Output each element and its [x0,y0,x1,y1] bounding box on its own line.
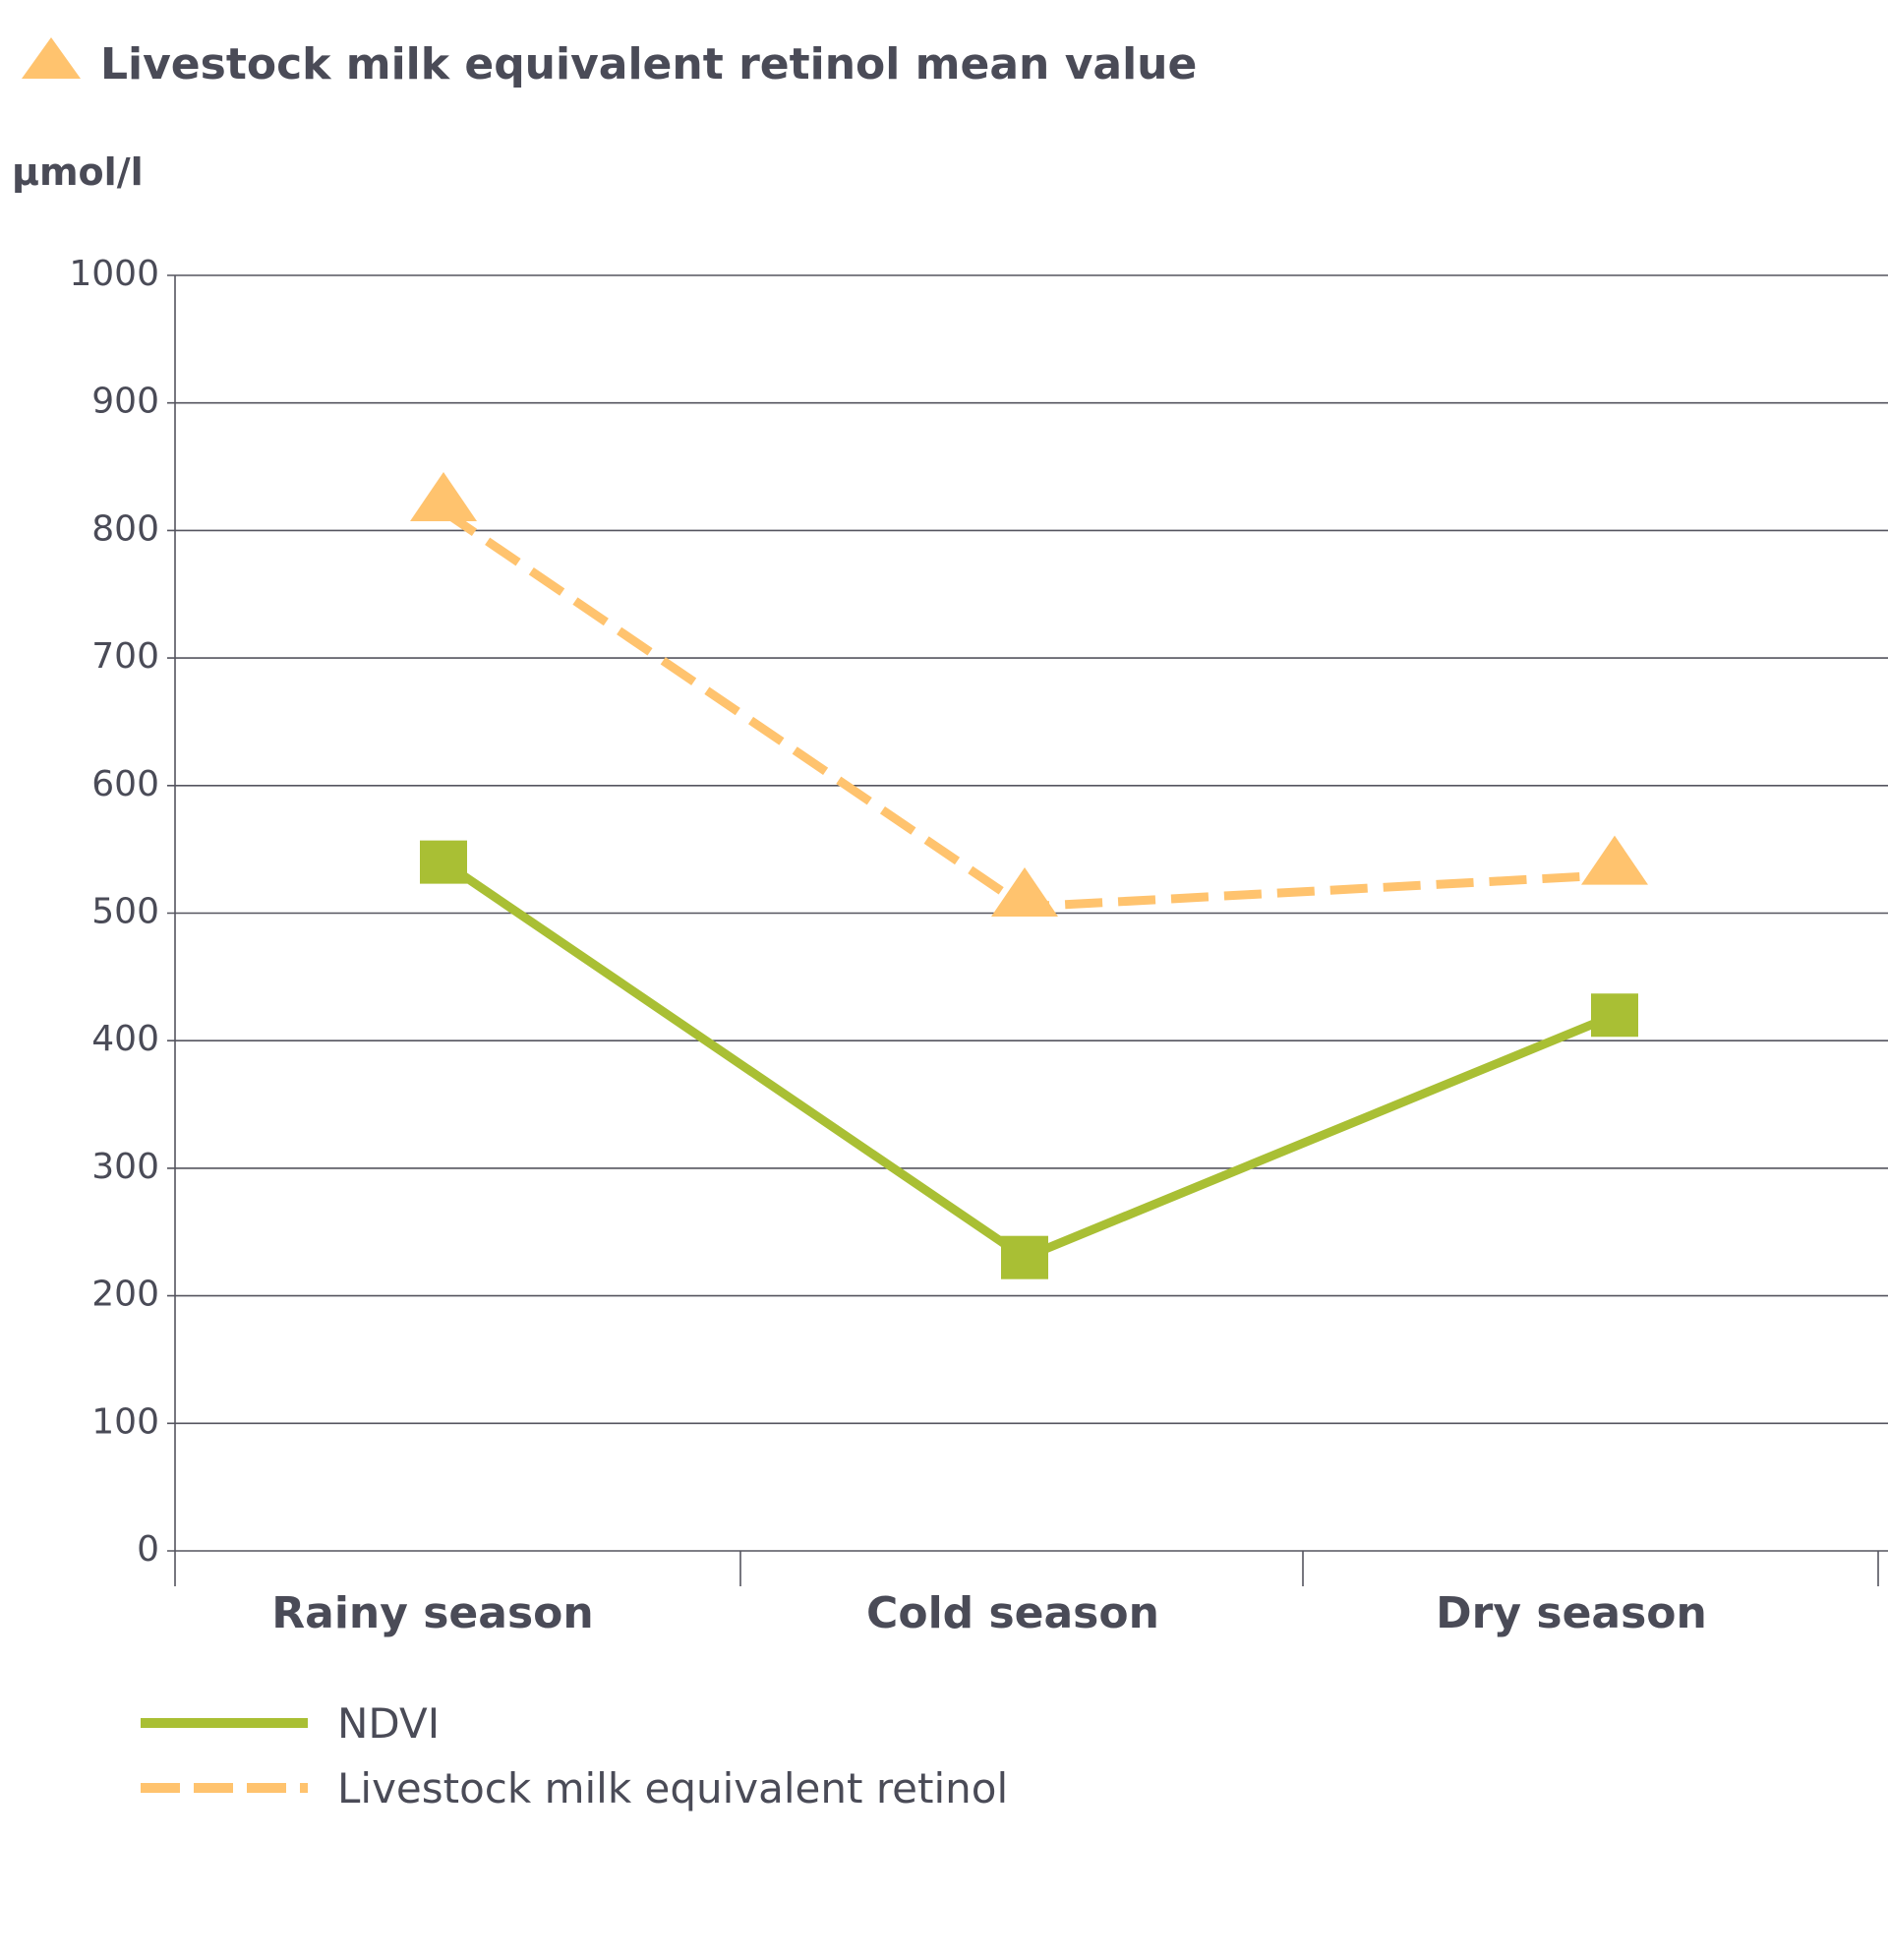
data-point-square [1591,993,1638,1038]
y-tick-label: 300 [91,1147,159,1187]
data-point-triangle [1581,835,1648,885]
x-category-label: Dry season [1436,1588,1707,1638]
y-tick-label: 800 [91,508,159,549]
data-point-square [420,840,467,884]
y-tick-label: 500 [91,892,159,932]
y-tick-label: 600 [91,764,159,804]
series-line-ndvi [441,858,1617,1263]
y-tick-label: 700 [91,636,159,677]
y-tick-label: 200 [91,1275,159,1315]
y-tick-label: 0 [137,1529,159,1570]
series-line-retinol [441,507,1616,912]
data-point-triangle [410,471,477,521]
data-point-square [1001,1235,1048,1279]
y-axis-unit: µmol/l [12,150,144,194]
y-tick-label: 400 [91,1019,159,1059]
y-tick-label: 100 [91,1401,159,1442]
x-category-label: Rainy season [271,1588,593,1638]
legend-label: NDVI [337,1699,440,1748]
title-triangle-icon [22,37,81,79]
y-tick-label: 1000 [69,254,159,294]
chart-title: Livestock milk equivalent retinol mean v… [100,39,1197,89]
y-tick-label: 900 [91,382,159,422]
data-point-triangle [991,867,1058,918]
legend-label: Livestock milk equivalent retinol [337,1764,1008,1812]
x-category-label: Cold season [866,1588,1159,1638]
